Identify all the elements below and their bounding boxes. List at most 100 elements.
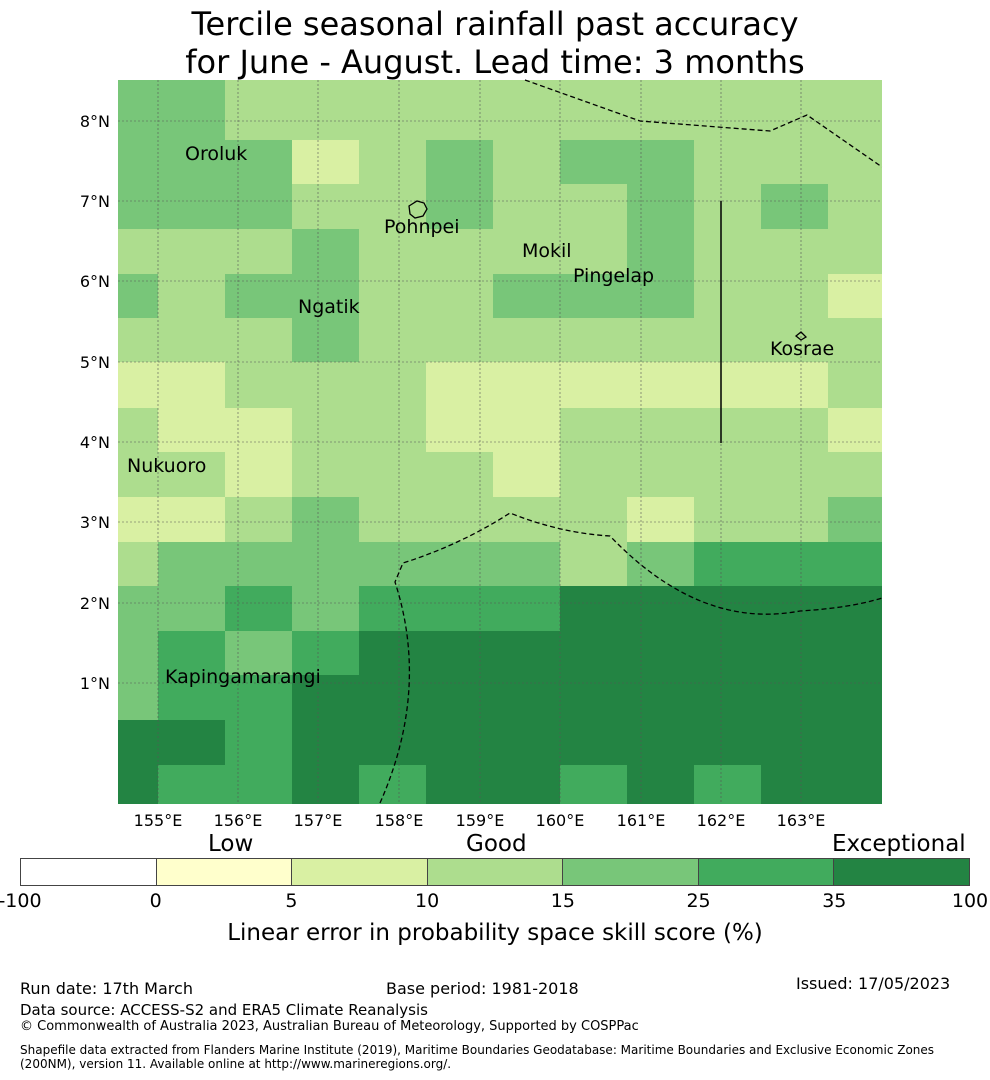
grid-cell [158,586,225,631]
grid-cell [761,362,828,408]
grid-cell [560,274,627,318]
pohnpei-outline [408,200,428,219]
colorbar-tick: 5 [285,890,298,912]
grid-cell [225,362,292,408]
grid-cell [118,586,158,631]
grid-cell [828,408,882,452]
grid-cell [627,80,694,95]
grid-cell [627,184,694,229]
grid-cell [225,80,292,95]
grid-cell [292,184,359,229]
grid-cell [158,675,225,720]
grid-cell [426,542,493,586]
grid-cell [426,765,493,804]
grid-cell [627,229,694,274]
grid-cell [493,408,560,452]
grid-cell [158,542,225,586]
grid-cell [118,675,158,720]
grid-cell [761,140,828,184]
grid-cell [694,318,761,362]
grid-cell [225,229,292,274]
colorbar-tick: 0 [149,890,162,912]
grid-cell [828,95,882,140]
grid-cell [761,497,828,542]
grid-cell [761,318,828,362]
grid-cell [627,497,694,542]
category-good: Good [466,831,527,857]
colorbar [20,858,970,886]
place-label: Oroluk [185,143,247,165]
grid-cell [761,675,828,720]
grid-cell [426,362,493,408]
colorbar-segment [156,859,293,885]
grid-cell [560,452,627,497]
grid-cell [493,95,560,140]
grid-cell [694,542,761,586]
colorbar-tick: 10 [415,890,440,912]
grid-cell [627,542,694,586]
grid-cell [560,542,627,586]
grid-cell [493,229,560,274]
grid-cell [118,408,158,452]
grid-cell [158,229,225,274]
grid-cell [560,675,627,720]
eez-boundaries [379,79,883,804]
colorbar-tick: 15 [550,890,575,912]
latitude-tick: 3°N [80,513,110,532]
longitude-tick: 158°E [375,811,424,830]
grid-cell [761,80,828,95]
grid-cell [359,720,426,765]
grid-cell [828,497,882,542]
grid-cell [493,184,560,229]
place-label: Pingelap [573,265,654,287]
latitude-tick: 4°N [80,433,110,452]
grid-cell [493,720,560,765]
grid-cell [493,362,560,408]
grid-cell [761,95,828,140]
grid-cell [158,497,225,542]
grid-cell [158,631,225,675]
grid-cell [493,274,560,318]
grid-cell [761,229,828,274]
grid-cell [359,586,426,631]
place-label: Kosrae [770,338,834,360]
data-source: Data source: ACCESS-S2 and ERA5 Climate … [20,1001,428,1019]
grid-cell [694,95,761,140]
grid-cell [493,497,560,542]
longitude-tick: 156°E [214,811,263,830]
grid-cell [292,542,359,586]
latitude-tick-labels: 8°N 7°N 6°N 5°N 4°N 3°N 2°N 1°N [80,112,110,693]
grid-cell [158,408,225,452]
grid-cell [292,140,359,184]
grid-cell [158,80,225,95]
grid-cell [828,229,882,274]
grid-cell [493,452,560,497]
grid-cell [225,720,292,765]
grid-cell [694,765,761,804]
grid-cell [426,95,493,140]
grid-cell [292,229,359,274]
grid-cell [627,140,694,184]
grid-cell [627,675,694,720]
grid-cell [292,452,359,497]
grid-cell [426,274,493,318]
grid-cell [828,140,882,184]
grid-cell [828,631,882,675]
colorbar-segment [834,859,970,885]
grid-cell [225,318,292,362]
grid-cell [828,274,882,318]
grid-cell [828,586,882,631]
grid-cell [118,631,158,675]
colorbar-segment [427,859,564,885]
grid-cell [118,497,158,542]
grid-cell [359,362,426,408]
grid-cell [426,452,493,497]
grid-cell [761,765,828,804]
grid-cell [828,720,882,765]
grid-cell [694,408,761,452]
grid-cell [493,318,560,362]
longitude-tick: 159°E [456,811,505,830]
grid-cell [627,408,694,452]
colorbar-tick: -100 [0,890,42,912]
grid-cell [426,140,493,184]
